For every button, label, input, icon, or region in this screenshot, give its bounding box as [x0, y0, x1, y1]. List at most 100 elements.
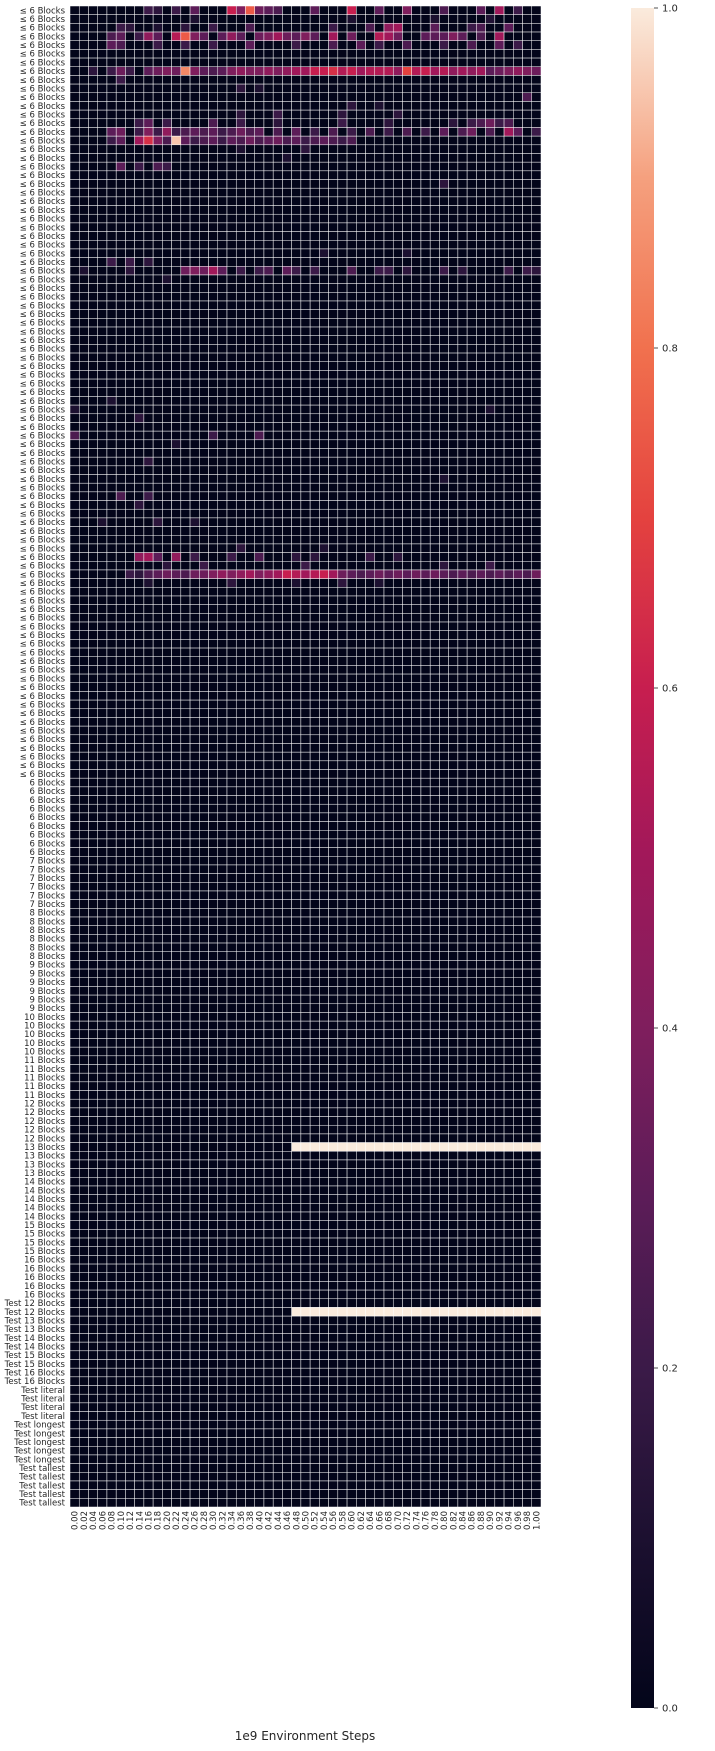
heatmap-cell	[272, 751, 283, 762]
heatmap-cell	[374, 734, 385, 744]
heatmap-cell	[88, 665, 98, 675]
heatmap-cell	[282, 153, 292, 163]
heatmap-cell	[272, 474, 283, 484]
heatmap-cell	[245, 595, 255, 605]
heatmap-cell	[319, 378, 329, 389]
heatmap-cell	[88, 743, 98, 753]
heatmap-cell	[466, 396, 477, 406]
heatmap-cell	[411, 760, 422, 770]
heatmap-cell	[152, 326, 163, 336]
heatmap-cell	[439, 274, 449, 284]
heatmap-cell	[513, 335, 523, 345]
heatmap-cell	[189, 222, 200, 232]
heatmap-cell	[69, 725, 80, 736]
heatmap-cell	[328, 751, 339, 762]
heatmap-cell	[272, 838, 283, 848]
heatmap-cell	[78, 769, 89, 779]
heatmap-cell	[328, 777, 339, 788]
heatmap-cell	[245, 309, 255, 319]
heatmap-cell	[272, 699, 283, 710]
heatmap-cell	[199, 344, 209, 354]
heatmap-cell	[115, 23, 126, 33]
heatmap-plot-area	[69, 5, 542, 1508]
heatmap-cell	[88, 170, 98, 180]
heatmap-cell	[125, 604, 135, 614]
heatmap-cell	[115, 786, 126, 796]
heatmap-cell	[208, 240, 219, 250]
heatmap-cell	[217, 40, 228, 50]
heatmap-cell	[365, 621, 376, 631]
heatmap-cell	[513, 205, 523, 215]
heatmap-cell	[97, 803, 108, 814]
heatmap-cell	[97, 448, 108, 458]
heatmap-cell	[272, 92, 283, 102]
heatmap-cell	[392, 786, 403, 796]
heatmap-cell	[180, 326, 191, 336]
heatmap-cell	[319, 144, 329, 154]
heatmap-cell	[88, 118, 98, 128]
heatmap-cell	[356, 378, 366, 389]
heatmap-cell	[115, 283, 126, 293]
heatmap-cell	[88, 352, 98, 362]
heatmap-cell	[69, 57, 80, 67]
heatmap-cell	[162, 179, 172, 189]
heatmap-cell	[162, 760, 172, 770]
heatmap-cell	[466, 187, 477, 198]
heatmap-cell	[402, 482, 412, 493]
heatmap-cell	[134, 187, 145, 198]
heatmap-cell	[152, 595, 163, 605]
heatmap-cell	[476, 422, 486, 432]
heatmap-cell	[346, 14, 357, 24]
heatmap-cell	[513, 430, 523, 441]
heatmap-cell	[346, 31, 357, 41]
heatmap-cell	[208, 231, 219, 241]
heatmap-cell	[309, 83, 320, 94]
heatmap-cell	[162, 517, 172, 527]
heatmap-cell	[106, 75, 117, 85]
heatmap-cell	[337, 92, 348, 102]
heatmap-cell	[374, 344, 385, 354]
heatmap-cell	[189, 161, 200, 172]
heatmap-cell	[374, 300, 385, 310]
heatmap-cell	[199, 821, 209, 831]
heatmap-cell	[69, 656, 80, 666]
heatmap-cell	[152, 335, 163, 345]
heatmap-cell	[152, 352, 163, 362]
heatmap-cell	[337, 535, 348, 545]
heatmap-cell	[143, 240, 154, 250]
heatmap-cell	[254, 248, 265, 258]
heatmap-cell	[383, 812, 394, 822]
heatmap-cell	[208, 413, 219, 423]
heatmap-cell	[328, 682, 339, 692]
heatmap-cell	[402, 847, 412, 857]
heatmap-cell	[365, 769, 376, 779]
heatmap-cell	[272, 118, 283, 128]
heatmap-cell	[254, 283, 265, 293]
heatmap-cell	[513, 708, 523, 718]
heatmap-cell	[485, 465, 496, 475]
heatmap-cell	[429, 40, 440, 50]
heatmap-cell	[374, 777, 385, 788]
heatmap-cell	[300, 543, 311, 553]
heatmap-cell	[328, 5, 339, 15]
heatmap-cell	[494, 500, 505, 510]
heatmap-cell	[152, 803, 163, 814]
heatmap-cell	[365, 543, 376, 553]
heatmap-cell	[106, 396, 117, 406]
heatmap-cell	[374, 517, 385, 527]
heatmap-cell	[383, 101, 394, 111]
heatmap-cell	[171, 14, 182, 24]
heatmap-cell	[152, 526, 163, 536]
heatmap-cell	[309, 743, 320, 753]
heatmap-cell	[180, 274, 191, 284]
heatmap-cell	[245, 335, 255, 345]
heatmap-cell	[494, 682, 505, 692]
heatmap-cell	[235, 292, 246, 302]
heatmap-cell	[531, 23, 542, 33]
heatmap-cell	[291, 552, 302, 562]
heatmap-cell	[309, 604, 320, 614]
heatmap-cell	[245, 448, 255, 458]
heatmap-cell	[143, 378, 154, 389]
heatmap-cell	[337, 335, 348, 345]
heatmap-cell	[411, 118, 422, 128]
